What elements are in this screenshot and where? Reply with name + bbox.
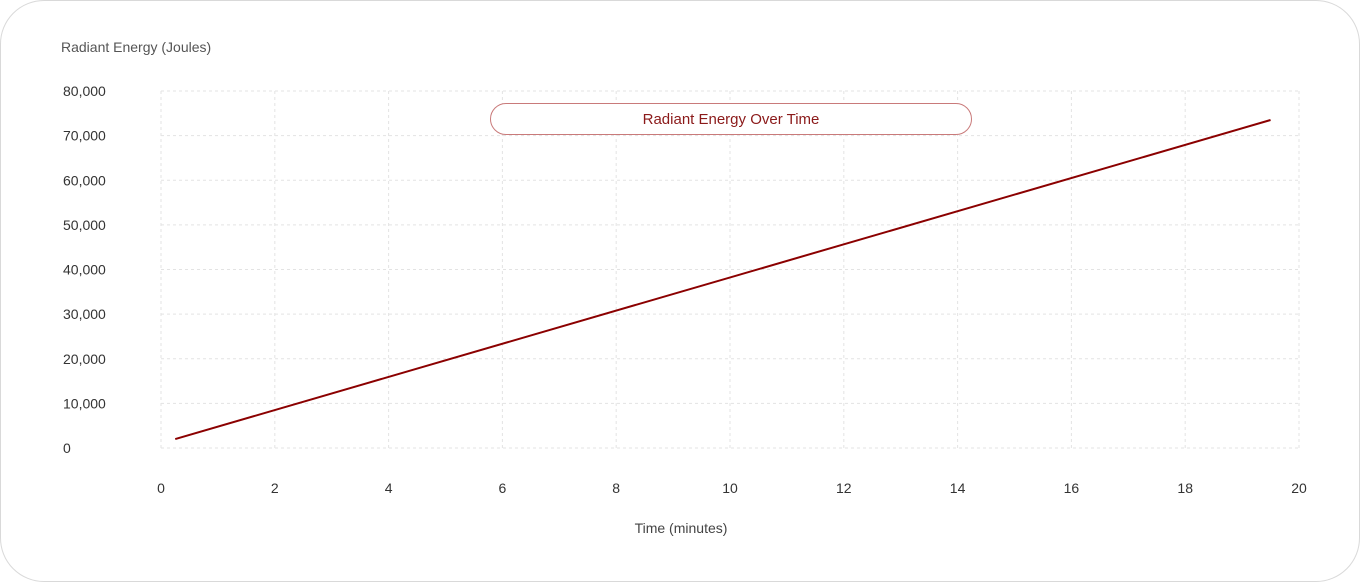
x-tick-label: 14 [950, 480, 966, 496]
x-tick-label: 4 [385, 480, 393, 496]
y-tick-label: 30,000 [63, 306, 106, 322]
series-line [174, 119, 1271, 441]
y-tick-label: 0 [63, 440, 71, 456]
x-tick-label: 6 [499, 480, 507, 496]
grid [160, 90, 1300, 449]
x-tick-labels: 0 2 4 6 8 10 12 14 16 18 20 [157, 480, 1307, 496]
x-tick-label: 2 [271, 480, 279, 496]
x-tick-label: 10 [722, 480, 738, 496]
y-axis-label: Radiant Energy (Joules) [61, 39, 212, 55]
y-tick-label: 80,000 [63, 83, 106, 99]
x-tick-label: 18 [1177, 480, 1193, 496]
y-tick-labels: 0 10,000 20,000 30,000 40,000 50,000 60,000 70,… [63, 83, 106, 456]
x-tick-label: 8 [612, 480, 620, 496]
y-tick-label: 50,000 [63, 217, 106, 233]
y-tick-label: 10,000 [63, 395, 106, 411]
chart-title: Radiant Energy Over Time [490, 103, 972, 135]
x-axis-label: Time (minutes) [634, 520, 728, 536]
y-tick-label: 40,000 [63, 262, 106, 278]
y-tick-label: 70,000 [63, 128, 106, 144]
y-tick-label: 60,000 [63, 172, 106, 188]
y-tick-label: 20,000 [63, 351, 106, 367]
series-lines [174, 119, 1271, 441]
x-tick-label: 20 [1291, 480, 1307, 496]
x-tick-label: 12 [836, 480, 852, 496]
x-tick-label: 0 [157, 480, 165, 496]
x-tick-label: 16 [1064, 480, 1080, 496]
